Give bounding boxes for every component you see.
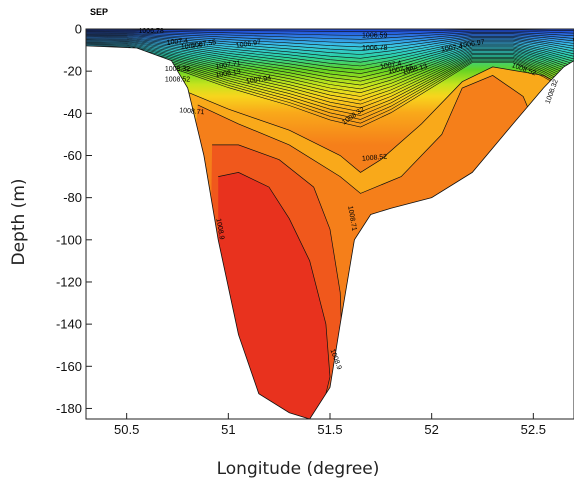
contour-label: 1008.9 (214, 218, 225, 240)
contour-label: 1007.4 (166, 38, 188, 47)
y-tick-label: -180 (56, 401, 82, 416)
contour-label: 1007.4 (181, 42, 203, 51)
contour-line (86, 30, 574, 36)
x-tick-label: 51 (221, 422, 235, 437)
contour-line (187, 66, 574, 173)
contour-label: 1008.13 (215, 69, 241, 79)
contour-line (86, 47, 574, 109)
contour-line (86, 39, 574, 78)
contour-line (86, 49, 574, 120)
x-axis-title: Longitude (degree) (217, 459, 380, 479)
y-tick-label: -60 (63, 148, 82, 163)
contour-line (86, 35, 574, 59)
basin-outline (85, 45, 574, 420)
contour-label: 1008.52 (362, 154, 388, 163)
y-tick-label: -160 (56, 359, 82, 374)
contour-line (86, 48, 574, 116)
y-tick-label: -40 (63, 106, 82, 121)
y-tick-label: -80 (63, 190, 82, 205)
y-tick-label: -140 (56, 317, 82, 332)
x-tick-label: 52 (424, 422, 438, 437)
chart-title: SEP (90, 7, 108, 17)
contour-line (86, 39, 574, 74)
contour-label: 1006.78 (138, 28, 163, 35)
contour-line (86, 32, 574, 48)
contour-line (86, 29, 574, 32)
contour-line (86, 36, 574, 63)
x-tick-label: 50.5 (114, 422, 139, 437)
contour-label: 1008.52 (165, 77, 190, 84)
y-axis-ticks: 0 -20 -40 -60 -80 -100 -120 -140 -160 -180 (56, 22, 92, 416)
contour-label: 1006.59 (362, 32, 387, 39)
contour-label: 1007.55 (388, 64, 414, 75)
contour-label: 1007.4 (380, 60, 402, 71)
contour-line (86, 46, 574, 105)
contour-lines (86, 29, 574, 419)
contour-label: 1007.71 (215, 60, 241, 70)
contour-label: 1008.71 (179, 107, 205, 116)
contour-line (86, 51, 574, 128)
contour-line (86, 38, 574, 71)
y-tick-label: -20 (63, 64, 82, 79)
contour-label: 1007.94 (246, 75, 272, 85)
contour-line (86, 41, 574, 86)
contour-label: 1006.97 (459, 39, 485, 49)
contour-label: 1008.71 (346, 205, 357, 231)
x-tick-label: 52.5 (521, 422, 546, 437)
contour-line (197, 75, 554, 194)
contour-line (86, 47, 574, 113)
contour-line (86, 45, 574, 101)
contour-label: 1006.78 (571, 37, 574, 63)
y-axis-title: Depth (m) (9, 178, 29, 265)
contour-label: 1008.32 (165, 66, 190, 73)
contour-label: 1007.55 (191, 39, 217, 49)
contour-label: 1006.78 (362, 45, 387, 52)
contour-line (86, 34, 574, 55)
contour-line (86, 43, 574, 94)
contour-line (218, 172, 331, 419)
contour-line (86, 42, 574, 90)
y-tick-label: -100 (56, 232, 82, 247)
contour-label: 1006.97 (235, 39, 261, 49)
y-tick-label: 0 (75, 22, 82, 37)
contour-line (86, 37, 574, 67)
contour-line (86, 33, 574, 52)
contour-line (86, 40, 574, 82)
contour-line (86, 44, 574, 97)
x-axis-ticks: 50.5 51 51.5 52 52.5 (114, 413, 546, 437)
contour-label: 1007.4 (441, 44, 463, 54)
contour-line (86, 30, 574, 40)
contour-line (86, 50, 574, 124)
y-tick-label: -120 (56, 274, 82, 289)
contour-line (86, 31, 574, 44)
x-tick-label: 51.5 (317, 422, 342, 437)
